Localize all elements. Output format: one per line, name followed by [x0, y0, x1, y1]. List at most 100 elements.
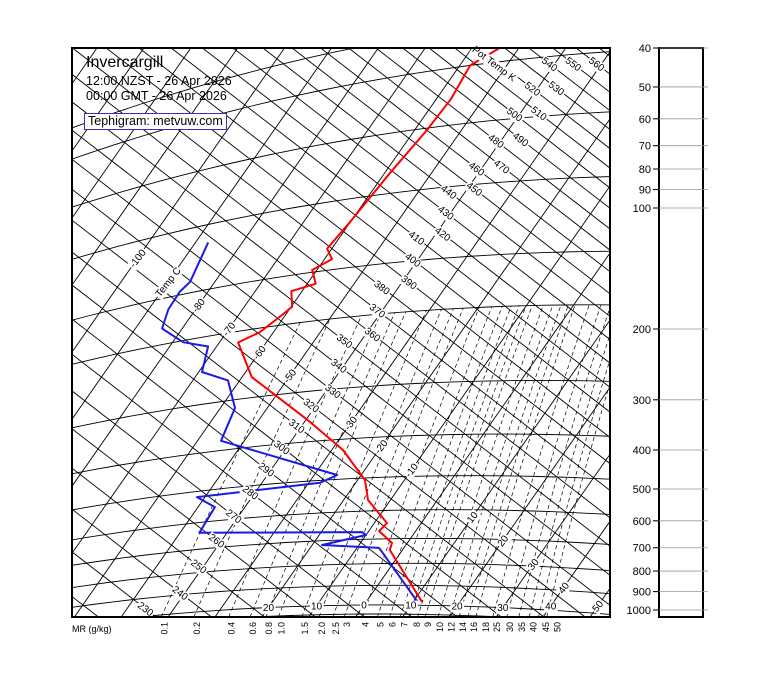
- theta-label-bg: [562, 54, 584, 76]
- dry-adiabat-line: [348, 48, 610, 251]
- isotherm-label-bg: [341, 413, 361, 434]
- theta-label-bg: [509, 130, 532, 151]
- mr-tick-label: 18: [481, 622, 491, 632]
- mixing-ratio-line: [424, 305, 533, 617]
- isotherm-line: [495, 453, 610, 617]
- mixing-ratio-line: [362, 307, 480, 617]
- mr-tick-label: 50: [552, 622, 562, 632]
- mixing-ratio-line: [249, 313, 382, 617]
- pressure-tick-label: 40: [639, 43, 651, 55]
- theta-label-bg: [270, 438, 293, 459]
- isotherm-line: [449, 386, 610, 617]
- isotherm-label: 30: [497, 603, 509, 614]
- isotherm-label-bg: [360, 600, 369, 612]
- theta-label-bg: [239, 483, 262, 504]
- mixing-ratio-line: [228, 315, 362, 617]
- mixing-ratio-line: [318, 309, 442, 617]
- mixing-ratio-line: [458, 304, 562, 617]
- mr-tick-label: 4: [361, 622, 371, 627]
- mixing-ratio-line: [417, 305, 527, 617]
- local-time: 12:00 NZST - 26 Apr 2026: [86, 74, 232, 88]
- isotherm-label: 0: [361, 601, 367, 612]
- isotherm-label: 10: [405, 601, 417, 612]
- pressure-tick-label: 50: [639, 82, 651, 94]
- mixing-ratio-line: [265, 312, 396, 617]
- theta-label-bg: [538, 54, 561, 76]
- isotherm-label-bg: [402, 460, 422, 481]
- theta-label-bg: [585, 54, 608, 76]
- mr-tick-label: 2.0: [317, 622, 327, 635]
- isotherm-label-bg: [127, 246, 150, 272]
- dry-adiabat-line: [72, 48, 610, 464]
- isotherm-label: 20: [263, 603, 275, 614]
- dry-adiabat-line: [138, 48, 610, 413]
- theta-label-bg: [285, 416, 308, 438]
- dry-adiabat-line: [72, 353, 412, 617]
- pressure-tick-label: 80: [639, 164, 651, 176]
- mixing-ratio-line: [492, 304, 590, 617]
- theta-label-bg: [465, 159, 488, 180]
- dry-adiabat-line: [402, 48, 610, 209]
- isotherm-label-bg: [220, 319, 240, 340]
- isotherm-label-bg: [525, 555, 543, 574]
- pressure-tick-label: 1000: [627, 605, 651, 617]
- mixing-ratio-line: [448, 304, 554, 617]
- isotherm-label-bg: [464, 508, 482, 527]
- dry-adiabat-line: [170, 48, 610, 388]
- theta-label-bg: [222, 506, 245, 528]
- credit-link[interactable]: Tephigram: metvuw.com: [84, 113, 227, 130]
- profiles: [161, 48, 501, 603]
- isotherm-label: 40: [545, 602, 557, 613]
- isotherm-label-bg: [495, 532, 513, 550]
- dry-adiabat-line: [72, 508, 212, 617]
- temperature-profile-line: [237, 48, 501, 603]
- dry-adiabat-line: [291, 48, 610, 295]
- dry-adiabat-line: [262, 48, 610, 317]
- mixing-ratio-axis: MR (g/kg) 0.1 0.2 0.4 0.6 0.8 1.0 1.5 2.0 2.5 3 4 5…: [72, 622, 562, 635]
- isobar-line: [139, 604, 610, 617]
- mixing-ratio-line: [437, 305, 544, 617]
- mr-tick-label: 45: [541, 622, 551, 632]
- dry-adiabat-line: [72, 596, 99, 617]
- theta-label-bg: [397, 272, 420, 294]
- isotherm-label-bg: [404, 600, 418, 612]
- grid-lines: [72, 48, 610, 617]
- theta-label-bg: [490, 157, 513, 178]
- isobar-line: [72, 509, 610, 541]
- theta-label-bg: [431, 224, 454, 245]
- isobar-line: [72, 475, 610, 511]
- isotherm-label-bg: [450, 601, 465, 613]
- isotherm-line: [72, 48, 285, 353]
- mr-tick-label: 3: [342, 622, 352, 627]
- station-title: Invercargill: [86, 54, 164, 71]
- dry-adiabat-line: [105, 48, 610, 438]
- theta-label-bg: [205, 531, 228, 552]
- dewpoint-profile-line: [161, 241, 419, 603]
- isotherm-line: [120, 48, 520, 617]
- pressure-panel-frame: [658, 47, 704, 618]
- isobar-line: [72, 304, 610, 365]
- isotherm-line: [74, 48, 473, 617]
- theta-label-bg: [462, 179, 485, 200]
- isotherm-line: [261, 118, 610, 617]
- isotherm-line: [214, 51, 610, 617]
- theta-label-bg: [187, 557, 210, 578]
- isotherm-label-bg: [281, 366, 301, 387]
- dry-adiabat-line: [528, 48, 610, 112]
- theta-label-bg: [437, 182, 460, 203]
- pressure-tick-label: 300: [633, 395, 651, 407]
- theta-label-bg: [321, 381, 344, 403]
- theta-label-bg: [545, 78, 568, 100]
- mixing-ratio-line: [546, 383, 610, 617]
- mixing-ratio-line: [301, 310, 427, 617]
- pressure-tick-label: 70: [639, 141, 651, 153]
- mr-tick-label: 1.0: [276, 622, 286, 635]
- dry-adiabat-line: [72, 390, 365, 617]
- theta-label-bg: [405, 228, 428, 249]
- isobar-line: [72, 48, 355, 129]
- isobar-line: [72, 537, 610, 566]
- theta-label-bg: [366, 301, 389, 322]
- pressure-tick-label: 100: [633, 203, 651, 215]
- isotherm-axis-title-bg: [153, 264, 185, 301]
- isobar-line: [72, 584, 610, 608]
